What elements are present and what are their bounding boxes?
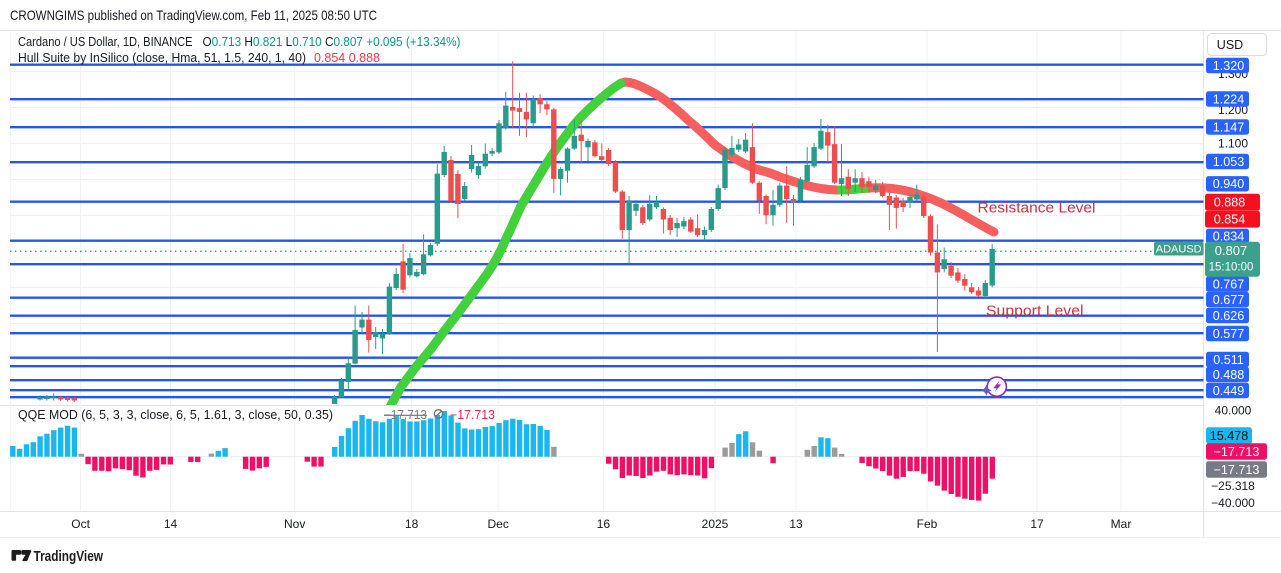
svg-text:16: 16 [597,517,611,531]
svg-text:0.577: 0.577 [1213,327,1245,341]
svg-text:0.488: 0.488 [1213,368,1245,382]
svg-text:0.511: 0.511 [1213,353,1244,367]
svg-text:2025: 2025 [702,517,729,531]
svg-text:TradingView: TradingView [34,549,104,565]
svg-text:15:10:00: 15:10:00 [1209,262,1254,274]
svg-text:0.626: 0.626 [1213,309,1245,323]
svg-text:Hull Suite by InSilico (close,: Hull Suite by InSilico (close, Hma, 51, … [18,51,306,65]
svg-text:1.320: 1.320 [1213,59,1245,73]
svg-text:17: 17 [1030,517,1044,531]
svg-text:−17.713: −17.713 [1214,463,1260,477]
svg-text:Nov: Nov [284,517,305,531]
svg-text:Resistance Level: Resistance Level [978,200,1096,217]
svg-text:0.888: 0.888 [1214,196,1246,210]
svg-text:1.100: 1.100 [1218,137,1248,151]
svg-text:0.449: 0.449 [1213,384,1245,398]
svg-text:QQE MOD (6, 5, 3, 3, close, 6,: QQE MOD (6, 5, 3, 3, close, 6, 5, 1.61, … [18,408,333,422]
svg-text:18: 18 [405,517,419,531]
svg-text:0.677: 0.677 [1213,293,1245,307]
svg-text:Support Level: Support Level [986,303,1084,320]
svg-text:13: 13 [789,517,803,531]
svg-text:40.000: 40.000 [1215,404,1252,418]
svg-text:14: 14 [164,517,178,531]
svg-text:Dec: Dec [488,517,509,531]
svg-text:0.807: 0.807 [1215,243,1248,258]
svg-text:0.854 0.888: 0.854 0.888 [314,51,380,65]
svg-text:O0.713 H0.821 L0.710 C0.807: O0.713 H0.821 L0.710 C0.807 +0.095 (+13.… [203,35,461,49]
svg-text:−25.318: −25.318 [1211,479,1255,493]
svg-text:Feb: Feb [917,517,938,531]
svg-text:1.224: 1.224 [1213,92,1245,106]
svg-text:0.854: 0.854 [1214,213,1246,227]
svg-text:−40.000: −40.000 [1211,496,1255,510]
svg-text:−17.713: −17.713 [384,408,427,422]
svg-text:Mar: Mar [1111,517,1132,531]
svg-text:−17.713: −17.713 [1214,445,1260,459]
svg-text:ADAUSD: ADAUSD [1156,243,1202,255]
svg-text:Cardano / US Dollar, 1D, BINAN: Cardano / US Dollar, 1D, BINANCE [18,35,193,49]
svg-text:0.940: 0.940 [1213,177,1245,191]
svg-text:1.147: 1.147 [1213,120,1245,134]
svg-text:USD: USD [1217,38,1243,52]
svg-text:15.478: 15.478 [1210,429,1249,443]
svg-text:0.834: 0.834 [1213,230,1245,244]
svg-text:−17.713: −17.713 [450,408,495,422]
svg-text:0.767: 0.767 [1213,277,1245,291]
svg-text:1.053: 1.053 [1213,155,1245,169]
svg-text:CROWNGIMS published on Trading: CROWNGIMS published on TradingView.com, … [10,7,377,23]
svg-text:Oct: Oct [71,517,90,531]
